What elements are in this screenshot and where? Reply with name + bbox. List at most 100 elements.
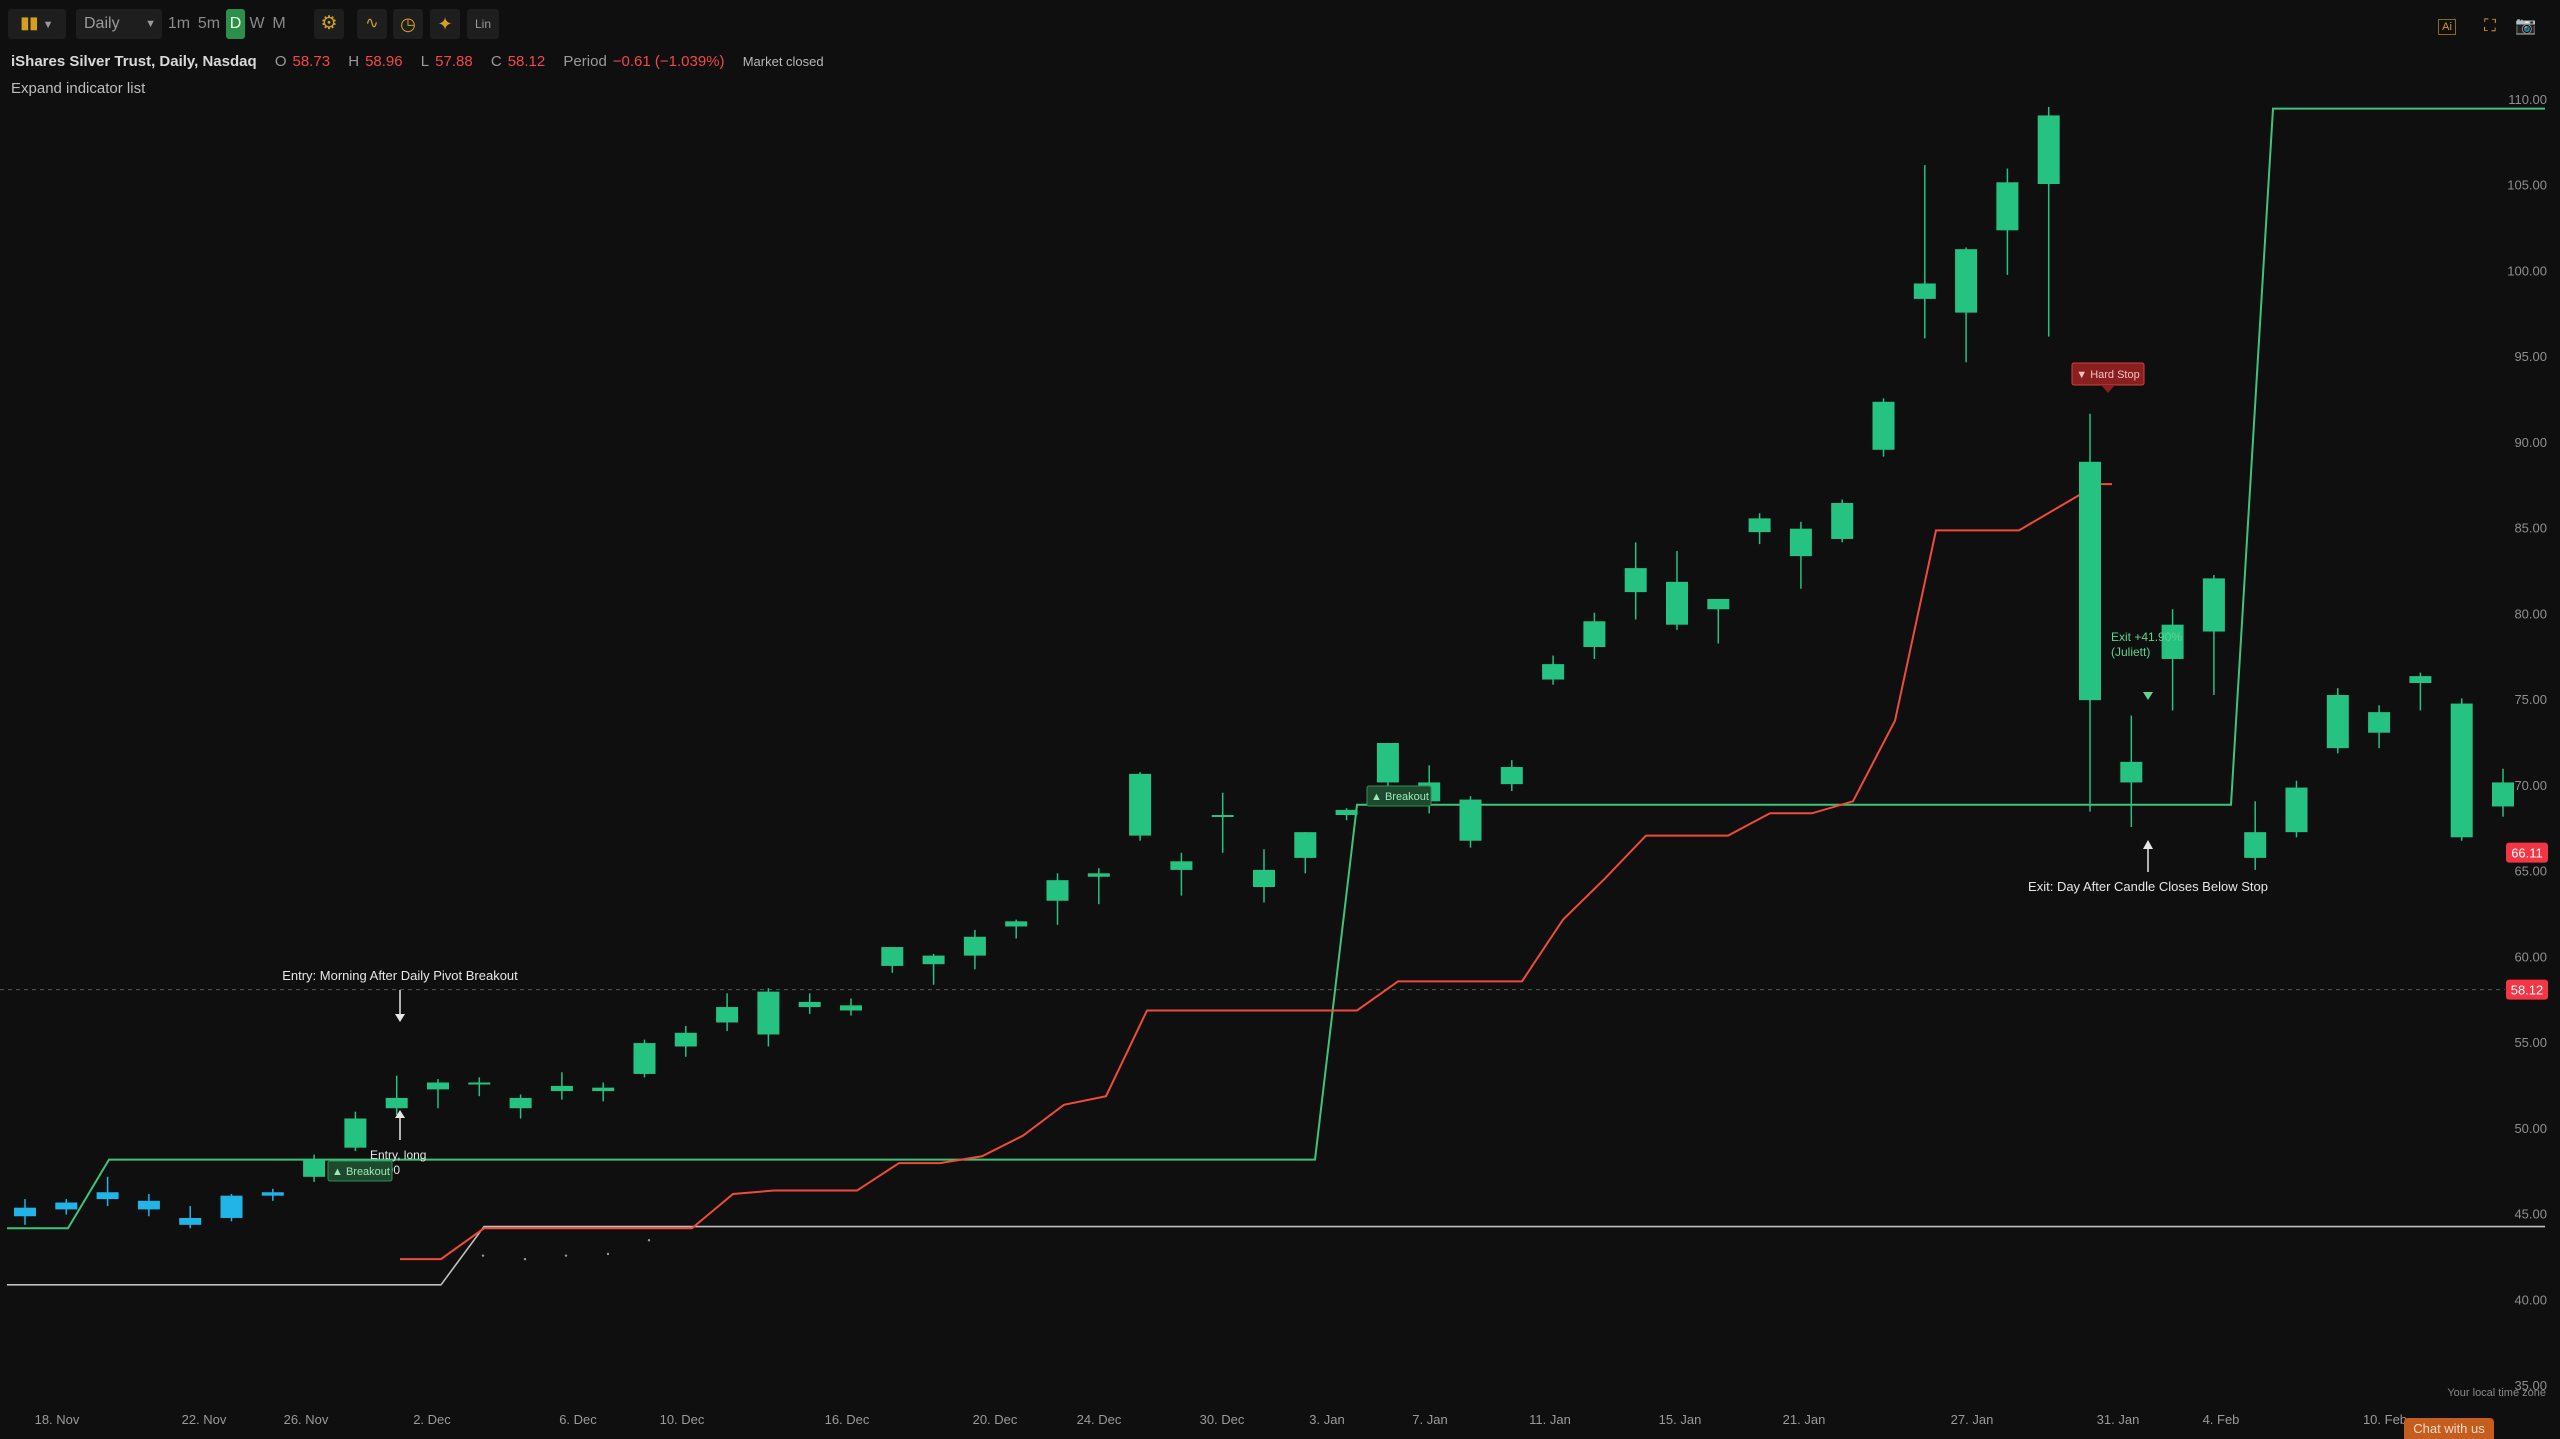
y-tick-label: 105.00 (2507, 178, 2547, 193)
clock-icon: ◷ (400, 14, 416, 34)
breakout-box (327, 1160, 393, 1182)
low-value: 57.88 (435, 53, 473, 70)
candle (1500, 760, 1523, 792)
breakout-box (1366, 785, 1432, 807)
candle-body (2326, 694, 2349, 749)
candle-body (922, 955, 945, 965)
candle-body (2492, 782, 2514, 807)
x-tick-label: 27. Jan (1951, 1412, 1994, 1427)
candle-body (1913, 283, 1936, 299)
candle (2079, 413, 2101, 812)
candle (1996, 168, 2019, 275)
crosshair-button[interactable]: ✦ (430, 9, 460, 39)
close-label: C (490, 53, 502, 70)
candle-body (137, 1200, 160, 1210)
candle-body (55, 1202, 78, 1210)
symbol-title: iShares Silver Trust, Daily, Nasdaq (11, 53, 257, 70)
interval-5m[interactable]: 5m (197, 15, 221, 32)
x-tick-label: 10. Feb (2363, 1412, 2407, 1427)
fullscreen-icon[interactable]: ⛶ (2484, 16, 2496, 35)
candle-body (1789, 528, 1812, 557)
candle (1583, 612, 1606, 659)
candle-body (1129, 773, 1152, 836)
marker-dot (481, 1254, 485, 1257)
exit-label-1: Exit +41.90% (2111, 630, 2182, 644)
candle (1335, 808, 1358, 821)
price-badge (2506, 979, 2548, 1000)
x-tick-label: 18. Nov (35, 1412, 80, 1427)
ai-icon[interactable]: Ai (2438, 19, 2456, 35)
x-tick-label: 16. Dec (825, 1412, 870, 1427)
candle-body (2161, 624, 2184, 659)
candle (179, 1205, 202, 1229)
candle (1955, 247, 1978, 363)
candle (1211, 792, 1234, 853)
candle (261, 1188, 284, 1201)
timeframe-select[interactable]: Daily ▼ (76, 9, 162, 39)
y-tick-label: 35.00 (2514, 1378, 2547, 1393)
breakout-channel-line (7, 107, 2545, 1230)
log-linear-button[interactable]: Lin (467, 9, 499, 39)
candle-body (1046, 880, 1069, 901)
lin-label: Lin (474, 17, 491, 31)
candle (2244, 801, 2267, 870)
candle (2202, 574, 2225, 695)
settings-icon: ⚙ (320, 13, 338, 34)
candle-body (633, 1043, 656, 1074)
high-label: H (348, 53, 360, 70)
candle-body (303, 1159, 326, 1177)
candle-body (1500, 767, 1523, 785)
candle (2161, 609, 2184, 711)
candles-icon: ▮▮ (20, 15, 39, 32)
interval-d[interactable]: D (226, 9, 245, 39)
settings-button[interactable]: ⚙ (314, 9, 344, 39)
candle-body (1872, 401, 1895, 450)
indicators-button[interactable]: ∿ (357, 9, 387, 39)
marker-dot (606, 1252, 610, 1256)
chat-button[interactable]: Chat with us (2404, 1418, 2494, 1439)
candle (468, 1077, 491, 1097)
candle-body (2079, 461, 2101, 701)
x-tick-label: 2. Dec (413, 1412, 451, 1427)
high-value: 58.96 (365, 53, 403, 70)
x-tick-label: 26. Nov (284, 1412, 329, 1427)
candle (137, 1193, 160, 1217)
clock-button[interactable]: ◷ (393, 9, 423, 39)
candle-body (1087, 873, 1110, 877)
interval-w[interactable]: W (249, 15, 265, 32)
candle (1087, 868, 1110, 905)
x-tick-label: 10. Dec (660, 1412, 705, 1427)
candle (1459, 796, 1482, 848)
chevron-down-icon: ▼ (145, 18, 156, 30)
candle (2285, 780, 2308, 838)
candle-body (716, 1007, 739, 1023)
y-tick-label: 110.00 (2508, 92, 2547, 107)
expand-indicator-list[interactable]: Expand indicator list (11, 80, 146, 97)
marker-dot (647, 1239, 651, 1242)
interval-m[interactable]: M (272, 15, 286, 32)
candle-body (840, 1005, 862, 1011)
interval-1m[interactable]: 1m (167, 15, 191, 32)
exit-title: Exit: Day After Candle Closes Below Stop (2028, 879, 2268, 894)
hard-stop-pointer (2101, 385, 2115, 393)
x-tick-label: 6. Dec (559, 1412, 597, 1427)
candle (1666, 550, 1688, 630)
candle-body (2202, 578, 2225, 632)
candle (1046, 873, 1069, 925)
candle (2326, 688, 2349, 754)
candle (922, 953, 945, 985)
candle-body (1459, 799, 1482, 841)
x-tick-label: 4. Feb (2203, 1412, 2240, 1427)
candle (1294, 832, 1317, 874)
timezone-note: Your local time zone (2447, 1387, 2546, 1399)
candle-body (2368, 712, 2391, 733)
candle-body (1376, 743, 1399, 783)
crosshair-icon: ✦ (437, 14, 453, 34)
candle-body (798, 1001, 821, 1008)
chart-type-button[interactable]: ▮▮ ▼ (8, 9, 66, 39)
camera-icon[interactable]: 📷 (2515, 16, 2537, 35)
x-tick-label: 30. Dec (1200, 1412, 1245, 1427)
hard-stop-label: ▼ Hard Stop (2076, 369, 2139, 381)
x-tick-label: 24. Dec (1077, 1412, 1122, 1427)
